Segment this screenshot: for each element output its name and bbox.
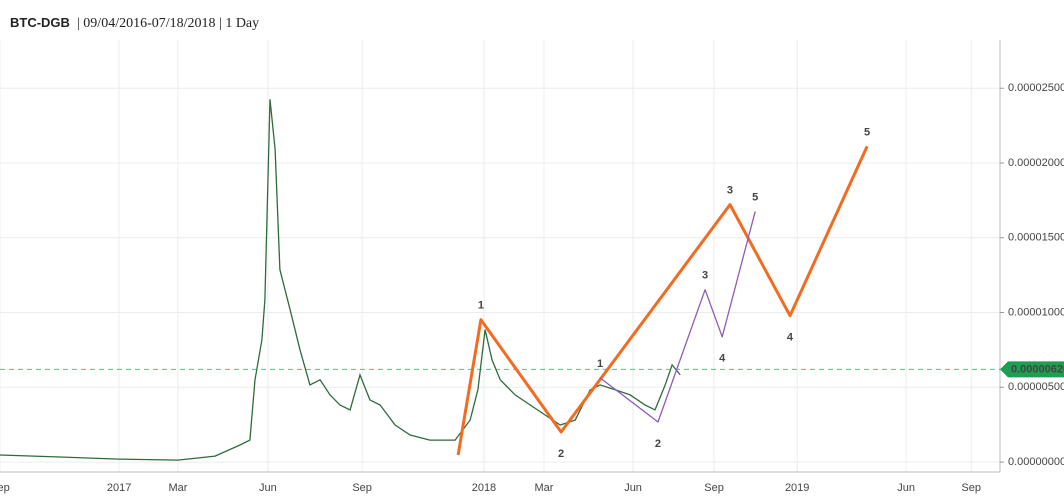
y-tick-label: 0.00002000 [1008, 157, 1064, 169]
wave-label: 3 [702, 270, 708, 282]
x-tick-label: Sep [961, 482, 981, 494]
y-tick-label: 0.00000500 [1008, 381, 1064, 393]
x-tick-label: Mar [534, 482, 553, 494]
grid [0, 40, 1000, 472]
y-tick-label: 0.00001500 [1008, 232, 1064, 244]
wave-label: 1 [597, 358, 603, 370]
x-tick-label: 2019 [785, 482, 809, 494]
wave-label: 4 [787, 332, 794, 344]
x-tick-label: Mar [168, 482, 187, 494]
x-tick-label: Sep [0, 482, 10, 494]
last-price-tag [1000, 361, 1064, 378]
x-tick-label: Sep [352, 482, 372, 494]
title-rest: | 09/04/2016-07/18/2018 | 1 Day [77, 16, 259, 31]
wave-line [599, 211, 756, 423]
y-tick-label: 0.00000000 [1008, 456, 1064, 468]
x-tick-label: 2018 [472, 482, 496, 494]
wave-label: 5 [864, 126, 870, 138]
last-price-label: 0.00000620 [1011, 363, 1064, 375]
chart-title: BTC-DGB | 09/04/2016-07/18/2018 | 1 Day [10, 15, 259, 31]
wave-label: 3 [727, 184, 733, 196]
wave-label: 4 [719, 353, 726, 365]
x-tick-label: Sep [704, 482, 724, 494]
y-tick-label: 0.00002500 [1008, 82, 1064, 94]
wave-label: 2 [558, 448, 564, 460]
y-tick-label: 0.00001000 [1008, 306, 1064, 318]
wave-label: 1 [478, 300, 484, 312]
x-tick-label: Jun [259, 482, 277, 494]
wave-line [456, 145, 869, 456]
x-tick-label: Jun [624, 482, 642, 494]
wave-label: 2 [655, 438, 661, 450]
wave-label: 5 [752, 191, 758, 203]
x-tick-label: 2017 [107, 482, 131, 494]
x-tick-label: Jun [897, 482, 915, 494]
symbol: BTC-DGB [10, 15, 70, 30]
